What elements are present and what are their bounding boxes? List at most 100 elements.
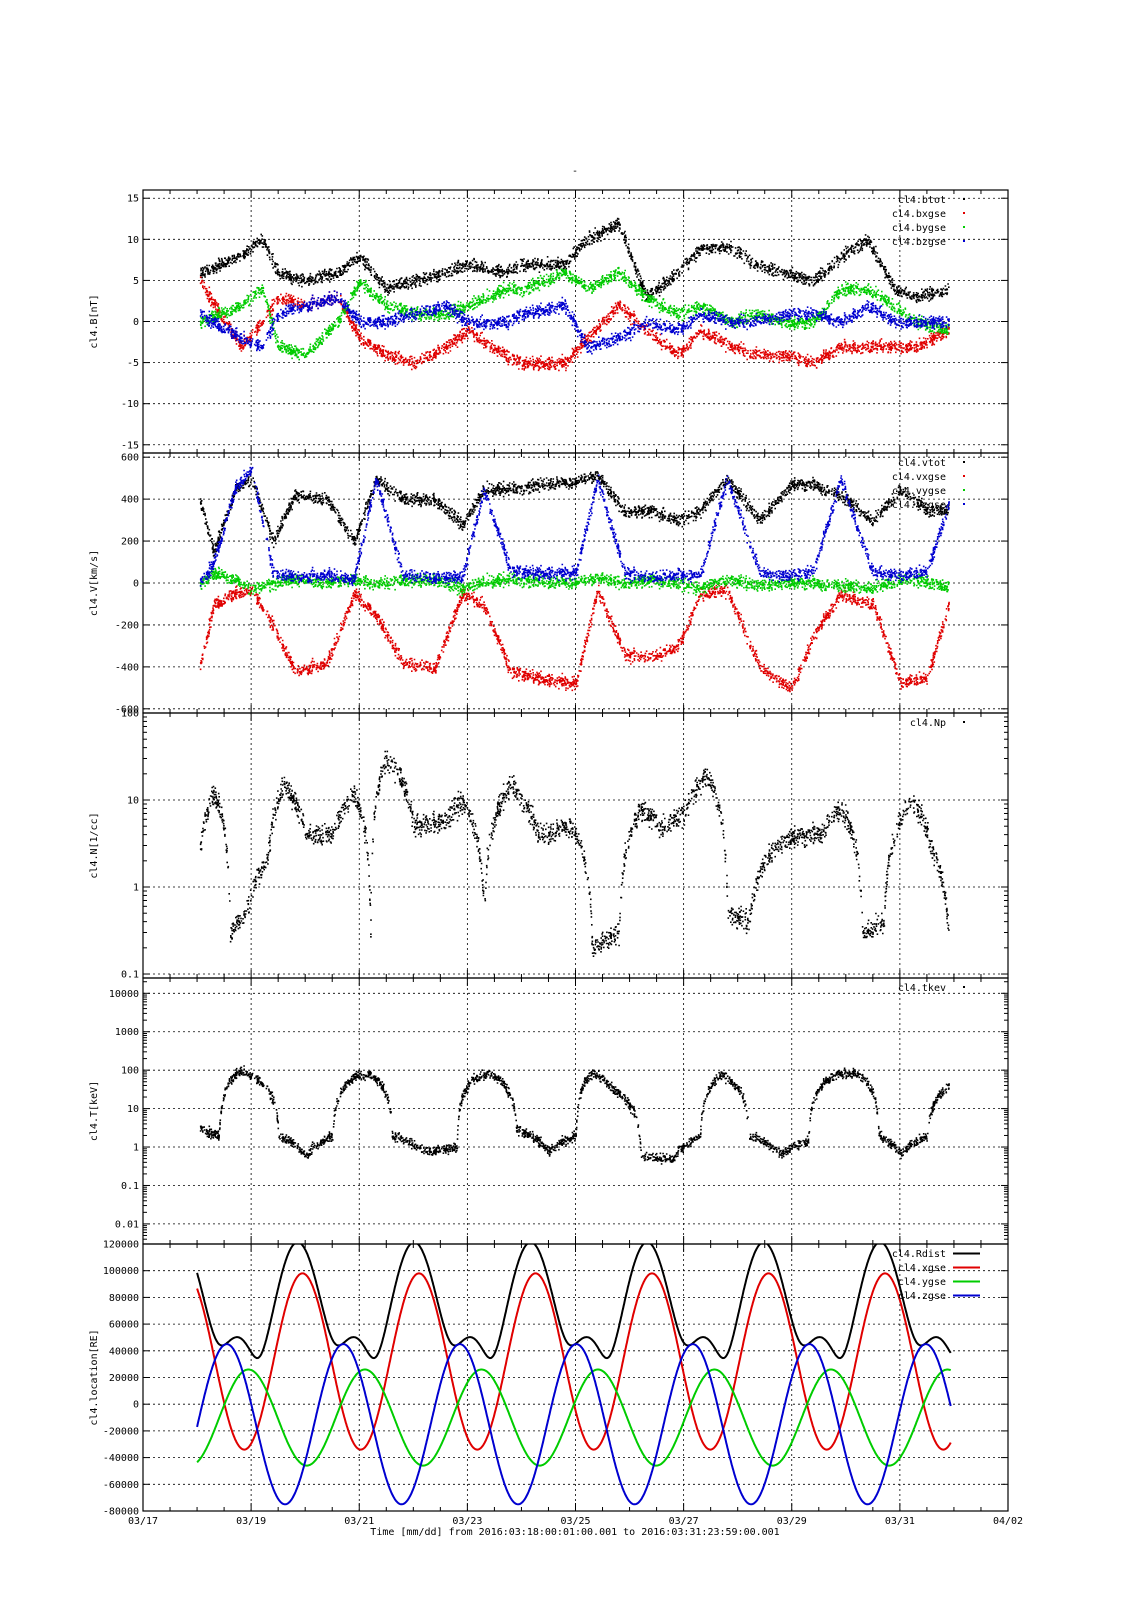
y-tick-label: 120000	[103, 1240, 139, 1251]
panel-5: 120000 100000 80000 60000 40000 20000 0 -20000 -…	[89, 1240, 1009, 1518]
data-layer	[199, 750, 950, 957]
y-tick-label: 0	[133, 317, 139, 328]
y-axis-label: cl4.V[km/s]	[89, 550, 100, 616]
y-tick-label: 200	[121, 537, 139, 548]
panel-2: 600 400 200 0 -200 -400 -600 cl4.V[km/s] cl4.vto…	[89, 452, 1009, 715]
series-scatter-cl4.vzgse	[199, 466, 950, 587]
legend: cl4.btot cl4.bxgse cl4.bygse cl4.bzgse	[892, 195, 965, 248]
y-tick-label: 600	[121, 453, 139, 464]
y-tick-label: 0.1	[121, 1181, 139, 1192]
legend-label: cl4.xgse	[898, 1263, 946, 1274]
legend-label: cl4.vtot	[898, 458, 946, 469]
y-tick-label: -80000	[103, 1507, 139, 1518]
legend-swatch	[963, 198, 965, 200]
y-tick-label: -15	[121, 440, 139, 451]
series-scatter-cl4.vtot	[199, 471, 950, 557]
y-tick-label: 0	[133, 1400, 139, 1411]
series-line-cl4.zgse	[196, 1343, 952, 1506]
panel-frame	[142, 1243, 1009, 1512]
series-scatter-cl4.vxgse	[199, 583, 950, 693]
legend-label: cl4.vygse	[892, 486, 946, 497]
series-points-cl4.vzgse	[199, 466, 950, 587]
legend: cl4.Rdist cl4.xgse cl4.ygse cl4.zgse	[892, 1249, 980, 1302]
legend-swatch	[963, 226, 965, 228]
series-scatter-cl4.vygse	[199, 566, 950, 597]
series-scatter-cl4.Np	[199, 750, 950, 957]
series-line-cl4.Rdist	[196, 1244, 952, 1360]
legend: cl4.Np	[910, 718, 965, 729]
x-tick-label: 03/31	[885, 1516, 915, 1527]
y-tick-label: 10000	[109, 989, 139, 1000]
series-points-cl4.bxgse	[199, 276, 950, 372]
legend-label: cl4.vzgse	[892, 500, 946, 511]
x-tick-label: 03/25	[560, 1516, 590, 1527]
y-tick-label: 100000	[103, 1266, 139, 1277]
x-tick-label: 03/21	[344, 1516, 374, 1527]
series-scatter-cl4.tkev	[199, 1065, 950, 1165]
series-scatter-cl4.btot	[199, 217, 950, 304]
y-tick-label: -200	[115, 620, 139, 631]
y-tick-label: 10	[127, 235, 139, 246]
y-axis-label: cl4.N[1/cc]	[89, 812, 100, 878]
y-tick-label: 5	[133, 276, 139, 287]
panel-4: 10000 1000 100 10 1 0.1 0.01 cl4.T[keV] cl4.tkev	[89, 977, 1009, 1245]
y-tick-label: 0.01	[115, 1219, 139, 1230]
y-tick-label: 1000	[115, 1027, 139, 1038]
series-points-cl4.vxgse	[199, 583, 950, 693]
y-axis-label: cl4.location[RE]	[89, 1329, 100, 1425]
legend-swatch	[963, 721, 965, 723]
legend-label: cl4.bzgse	[892, 237, 946, 248]
series-points-cl4.tkev	[199, 1065, 950, 1165]
panel-1: 15 10 5 0 -5 -10 -15 cl4.B[nT] cl4.btot cl4.bxgse…	[89, 189, 1009, 454]
legend-label: cl4.Rdist	[892, 1249, 946, 1260]
x-tick-label: 03/29	[777, 1516, 807, 1527]
legend-label: cl4.btot	[898, 195, 946, 206]
y-tick-label: 15	[127, 194, 139, 205]
y-tick-label: -5	[127, 358, 139, 369]
y-tick-label: 1	[133, 1143, 139, 1154]
legend: cl4.tkev	[898, 983, 965, 994]
chart-title: -	[572, 166, 578, 177]
data-layer	[199, 466, 950, 693]
x-tick-label: 03/23	[452, 1516, 482, 1527]
legend-label: cl4.zgse	[898, 1291, 946, 1302]
y-tick-label: -10	[121, 399, 139, 410]
footer-label: Time [mm/dd] from 2016:03:18:00:01:00.00…	[370, 1527, 779, 1538]
legend-swatch	[963, 986, 965, 988]
y-tick-label: 100	[121, 1066, 139, 1077]
legend-swatch	[963, 240, 965, 242]
legend-swatch	[963, 212, 965, 214]
grid-lines	[143, 713, 1008, 978]
grid-lines	[143, 978, 1008, 1244]
legend-swatch	[963, 461, 965, 463]
legend-label: cl4.tkev	[898, 983, 946, 994]
series-points-cl4.vygse	[199, 566, 950, 597]
x-tick-labels: 03/17 03/19 03/21 03/23 03/25 03/27 03/29 03/31…	[128, 1516, 1023, 1527]
data-layer	[199, 1065, 950, 1165]
legend-swatch	[963, 503, 965, 505]
legend-label: cl4.Np	[910, 718, 946, 729]
y-tick-label: 100	[121, 709, 139, 720]
y-tick-label: 60000	[109, 1320, 139, 1331]
y-tick-label: 0.1	[121, 970, 139, 981]
y-tick-label: 40000	[109, 1346, 139, 1357]
y-tick-label: -40000	[103, 1453, 139, 1464]
y-tick-label: 0	[133, 579, 139, 590]
y-tick-label: 10	[127, 1104, 139, 1115]
x-tick-label: 03/17	[128, 1516, 158, 1527]
legend-swatch	[963, 489, 965, 491]
series-points-cl4.btot	[199, 217, 950, 304]
legend-swatch	[963, 475, 965, 477]
y-tick-label: 400	[121, 495, 139, 506]
panel-3: 100 10 1 0.1 cl4.N[1/cc] cl4.Np	[89, 709, 1009, 981]
y-tick-label: -20000	[103, 1426, 139, 1437]
data-layer	[199, 217, 950, 372]
y-tick-label: 1	[133, 883, 139, 894]
legend: cl4.vtot cl4.vxgse cl4.vygse cl4.vzgse	[892, 458, 965, 511]
y-tick-label: 10	[127, 796, 139, 807]
x-tick-label: 03/27	[669, 1516, 699, 1527]
series-scatter-cl4.bxgse	[199, 276, 950, 372]
series-points-cl4.vtot	[199, 471, 950, 557]
data-layer	[196, 1244, 952, 1506]
